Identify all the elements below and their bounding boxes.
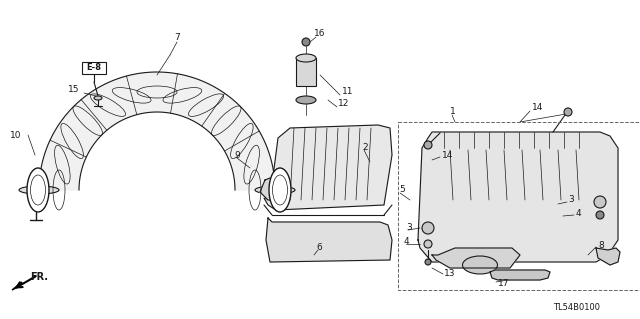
Ellipse shape <box>31 175 45 205</box>
Text: 3: 3 <box>406 224 412 233</box>
Text: 8: 8 <box>598 241 604 249</box>
Text: 15: 15 <box>68 85 79 94</box>
Ellipse shape <box>296 54 316 62</box>
Text: 17: 17 <box>498 279 509 288</box>
Circle shape <box>594 196 606 208</box>
Text: 6: 6 <box>316 243 322 253</box>
Ellipse shape <box>19 186 59 194</box>
Text: 9: 9 <box>234 151 240 160</box>
Ellipse shape <box>296 96 316 104</box>
Polygon shape <box>12 282 22 290</box>
Text: 1: 1 <box>450 108 456 116</box>
Polygon shape <box>596 248 620 265</box>
Bar <box>398 122 640 290</box>
Polygon shape <box>260 178 278 200</box>
Text: 11: 11 <box>342 87 353 97</box>
Text: 14: 14 <box>532 103 543 113</box>
Polygon shape <box>39 72 275 190</box>
Polygon shape <box>264 125 392 210</box>
Text: 13: 13 <box>444 270 456 278</box>
Text: 3: 3 <box>568 196 573 204</box>
Text: E-8: E-8 <box>86 63 102 72</box>
Text: TL54B0100: TL54B0100 <box>553 303 600 313</box>
Text: 16: 16 <box>314 28 326 38</box>
Polygon shape <box>418 132 618 262</box>
Text: 5: 5 <box>399 186 404 195</box>
Circle shape <box>564 108 572 116</box>
Polygon shape <box>266 218 392 262</box>
Circle shape <box>424 141 432 149</box>
Text: 7: 7 <box>174 33 180 42</box>
Ellipse shape <box>463 256 497 274</box>
Text: 2: 2 <box>362 144 367 152</box>
Bar <box>296 58 316 86</box>
Text: 10: 10 <box>10 130 22 139</box>
Text: 4: 4 <box>404 238 410 247</box>
Ellipse shape <box>27 168 49 212</box>
Text: FR.: FR. <box>30 272 48 282</box>
Circle shape <box>422 222 434 234</box>
Circle shape <box>424 240 432 248</box>
Ellipse shape <box>269 168 291 212</box>
Polygon shape <box>490 270 550 280</box>
Circle shape <box>596 211 604 219</box>
Ellipse shape <box>273 175 287 205</box>
Text: 14: 14 <box>442 151 453 160</box>
Polygon shape <box>432 248 520 268</box>
Circle shape <box>302 38 310 46</box>
Ellipse shape <box>94 96 102 100</box>
Circle shape <box>425 259 431 265</box>
Text: 12: 12 <box>338 100 349 108</box>
Text: 4: 4 <box>576 209 582 218</box>
Ellipse shape <box>255 186 295 194</box>
